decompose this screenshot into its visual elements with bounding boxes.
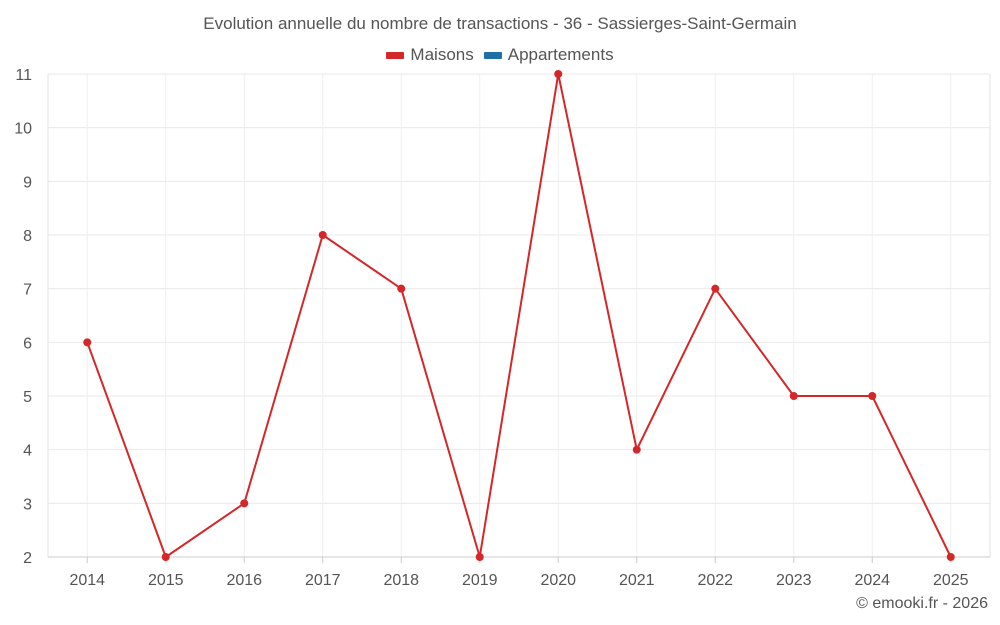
- y-tick-label: 11: [15, 67, 32, 84]
- chart-title: Evolution annuelle du nombre de transact…: [203, 14, 797, 33]
- data-point[interactable]: [240, 499, 249, 508]
- y-tick-label: 5: [23, 389, 32, 406]
- y-tick-label: 7: [23, 282, 32, 299]
- x-tick-label: 2018: [383, 572, 419, 589]
- data-point[interactable]: [711, 284, 720, 293]
- y-tick-label: 9: [23, 174, 32, 191]
- y-tick-label: 10: [14, 121, 32, 138]
- y-tick-label: 2: [23, 550, 32, 567]
- data-point[interactable]: [868, 392, 877, 400]
- x-tick-label: 2025: [933, 572, 969, 589]
- credit-text: © emooki.fr - 2026: [856, 595, 988, 612]
- data-point[interactable]: [397, 284, 406, 293]
- y-tick-label: 6: [23, 335, 32, 352]
- y-tick-label: 3: [23, 496, 32, 513]
- data-point[interactable]: [789, 392, 798, 400]
- x-tick-label: 2023: [776, 572, 812, 589]
- legend-item-appartements[interactable]: Appartements: [483, 45, 614, 65]
- chart-legend: Maisons Appartements: [0, 45, 1000, 65]
- legend-swatch-maisons: [386, 51, 405, 59]
- x-tick-label: 2017: [305, 572, 341, 589]
- data-point[interactable]: [475, 553, 484, 561]
- x-tick-label: 2015: [148, 572, 184, 589]
- data-point[interactable]: [161, 553, 170, 561]
- legend-label-appartements: Appartements: [507, 45, 614, 64]
- y-tick-label: 8: [23, 228, 32, 245]
- data-point[interactable]: [632, 445, 641, 454]
- legend-label-maisons: Maisons: [410, 45, 474, 64]
- data-point[interactable]: [83, 338, 92, 347]
- x-tick-label: 2021: [619, 572, 655, 589]
- legend-item-maisons[interactable]: Maisons: [386, 45, 474, 65]
- y-tick-label: 4: [23, 443, 32, 460]
- x-tick-label: 2016: [226, 572, 262, 589]
- x-tick-label: 2022: [697, 572, 733, 589]
- series-line-maisons: [86, 73, 952, 558]
- x-tick-label: 2014: [69, 572, 105, 589]
- x-tick-label: 2024: [854, 572, 890, 589]
- data-point[interactable]: [318, 231, 327, 239]
- x-tick-label: 2020: [540, 572, 576, 589]
- data-point[interactable]: [554, 70, 563, 78]
- x-tick-label: 2019: [462, 572, 498, 589]
- data-point[interactable]: [946, 553, 955, 561]
- legend-swatch-appartements: [483, 51, 502, 59]
